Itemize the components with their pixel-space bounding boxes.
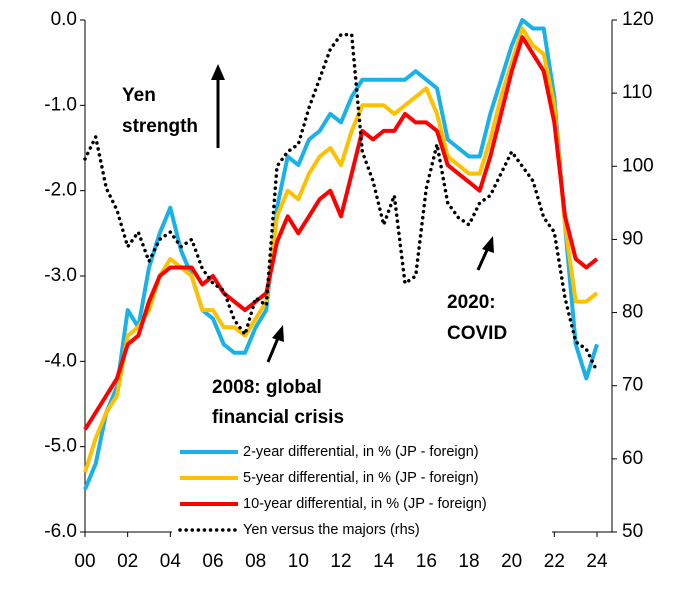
series-line [83,26,599,473]
arrow-head [272,325,284,342]
x-tick-label: 12 [330,551,351,572]
y2-tick-label: 100 [622,155,654,176]
x-tick-label: 24 [586,551,608,572]
y-tick-label: -4.0 [44,350,77,371]
arrow-head [482,236,494,253]
x-tick-label: 08 [245,551,266,572]
y2-tick-label: 120 [622,9,654,30]
x-tick-label: 00 [74,551,95,572]
x-tick-label: 18 [458,551,479,572]
annotation: COVID [447,323,507,344]
y2-tick-label: 90 [622,228,643,249]
y2-tick-label: 60 [622,448,643,469]
y2-tick-label: 50 [622,521,643,542]
plot-area: -6.0-5.0-4.0-3.0-2.0-1.00.05060708090100… [44,9,653,572]
annotation: strength [122,116,198,137]
legend-label: 10-year differential, in % (JP - foreign… [243,496,487,512]
x-tick-label: 04 [160,551,182,572]
x-tick-label: 14 [373,551,395,572]
y-tick-label: 0.0 [51,9,77,30]
y-tick-label: -2.0 [44,180,77,201]
y-tick-label: -1.0 [44,94,77,115]
y-tick-label: -3.0 [44,265,77,286]
x-tick-label: 02 [117,551,138,572]
legend-label: 2-year differential, in % (JP - foreign) [243,444,479,460]
arrow [476,249,489,271]
annotation: 2020: [447,292,496,313]
legend: 2-year differential, in % (JP - foreign)… [178,444,487,538]
x-tick-label: 06 [202,551,223,572]
series-line [83,32,599,373]
annotation: 2008: global [212,377,322,398]
legend-label: Yen versus the majors (rhs) [243,522,420,538]
arrow [266,337,280,363]
arrow-head [211,64,225,80]
y-tick-label: -6.0 [44,521,77,542]
x-tick-label: 20 [501,551,522,572]
series-line [83,18,599,491]
y2-tick-label: 110 [622,82,652,103]
annotation: Yen [122,85,156,106]
x-tick-label: 10 [288,551,309,572]
y-tick-label: -5.0 [44,436,77,457]
y2-tick-label: 70 [622,375,643,396]
annotation: financial crisis [212,407,344,428]
y2-tick-label: 80 [622,302,643,323]
series-line [83,35,599,431]
legend-label: 5-year differential, in % (JP - foreign) [243,470,479,486]
x-tick-label: 22 [544,551,565,572]
x-tick-label: 16 [416,551,437,572]
